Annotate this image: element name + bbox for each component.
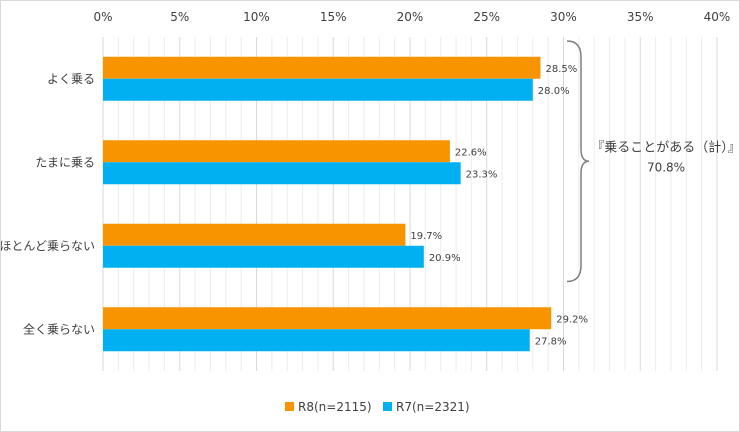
category-label: 全く乗らない (23, 321, 95, 336)
x-tick-label: 20% (397, 10, 424, 24)
x-tick-label: 40% (704, 10, 731, 24)
annotation-brace (566, 40, 590, 283)
x-tick-label: 10% (243, 10, 270, 24)
x-tick-label: 30% (550, 10, 577, 24)
annotation-value: 70.8% (647, 160, 685, 174)
x-tick-label: 0% (93, 10, 112, 24)
bar (103, 78, 533, 101)
legend-swatch (285, 402, 294, 411)
bar (103, 223, 406, 246)
annotation-title: 『乗ることがある（計）』 (591, 139, 739, 155)
data-label: 20.9% (429, 253, 461, 264)
data-label: 22.6% (455, 147, 487, 158)
bar (103, 329, 530, 352)
category-label: よく乗る (47, 72, 95, 86)
bar (103, 56, 541, 79)
category-label: ほとんど乗らない (1, 239, 95, 253)
legend-label: R8(n=2115) (298, 400, 372, 414)
legend-label: R7(n=2321) (396, 400, 470, 414)
category-label: たまに乗る (35, 155, 95, 169)
legend-swatch (383, 402, 392, 411)
bar (103, 140, 450, 163)
data-label: 28.0% (538, 86, 570, 97)
x-tick-label: 25% (473, 10, 500, 24)
bar (103, 245, 424, 268)
data-label: 19.7% (410, 231, 442, 242)
x-tick-label: 35% (627, 10, 654, 24)
x-tick-label: 15% (320, 10, 347, 24)
bar (103, 307, 552, 330)
data-label: 29.2% (556, 314, 588, 325)
x-tick-label: 5% (170, 10, 189, 24)
data-label: 27.8% (535, 336, 567, 347)
data-label: 28.5% (545, 64, 577, 75)
data-label: 23.3% (466, 169, 498, 180)
bar (103, 162, 461, 185)
